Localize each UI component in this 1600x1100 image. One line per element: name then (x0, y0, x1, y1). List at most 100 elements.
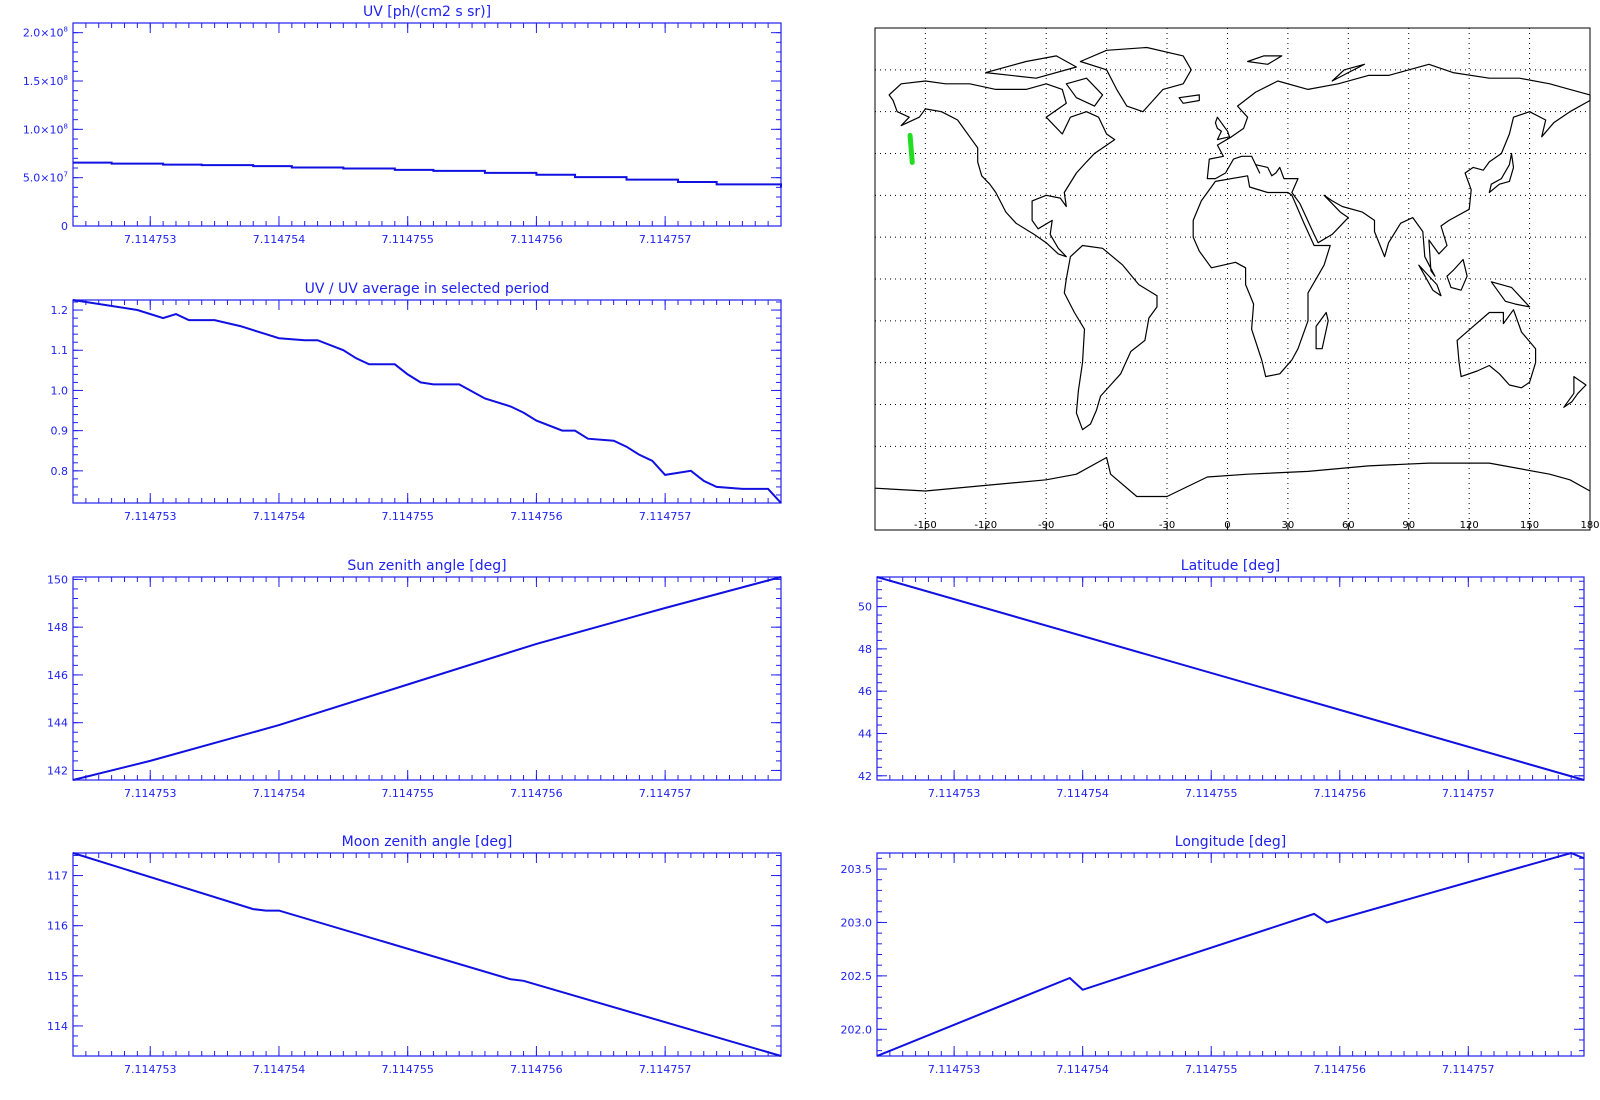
map-x-tick-label: -120 (974, 520, 997, 531)
x-tick-label: 7.114756 (510, 1063, 563, 1076)
map-x-tick-label: 180 (1580, 520, 1599, 531)
coastline-north-america (888, 80, 1116, 258)
series-line (73, 161, 782, 188)
x-tick-label: 7.114757 (1442, 1063, 1495, 1076)
x-tick-label: 7.114753 (124, 787, 177, 800)
series-line (72, 852, 782, 1057)
x-tick-label: 7.114753 (928, 787, 981, 800)
x-tick-label: 7.114755 (381, 1063, 434, 1076)
x-tick-label: 7.114755 (381, 510, 434, 523)
coastline-south-america (1063, 244, 1158, 431)
coastline-africa (1192, 175, 1331, 378)
x-tick-label: 7.114756 (510, 787, 563, 800)
chart-title: Moon zenith angle [deg] (342, 834, 513, 850)
coastline-australia (1456, 309, 1537, 389)
panel-uv: UV [ph/(cm2 s sr)] 7.114753 7.114754 7.1147… (23, 4, 782, 246)
chart-title: Sun zenith angle [deg] (347, 558, 506, 574)
y-tick-label: 42 (858, 770, 872, 783)
chart-title: UV [ph/(cm2 s sr)] (363, 4, 491, 20)
coastline-eurasia (1206, 63, 1591, 277)
y-tick-label: 117 (47, 870, 68, 883)
x-tick-label: 7.114757 (639, 233, 692, 246)
y-tick-mantissa: 5.0×10 (23, 172, 64, 185)
y-tick-label: 1.2 (51, 304, 69, 317)
x-tick-label: 7.114755 (381, 233, 434, 246)
y-tick-label: 48 (858, 643, 872, 656)
x-tick-label: 7.114756 (510, 233, 563, 246)
map-x-tick-label: 0 (1224, 520, 1230, 531)
x-tick-label: 7.114757 (1442, 787, 1495, 800)
x-tick-label: 7.114756 (1314, 787, 1367, 800)
plot-frame (876, 576, 1585, 781)
plot-frame (72, 576, 782, 781)
x-tick-label: 7.114755 (1185, 1063, 1238, 1076)
y-tick-label: 142 (47, 764, 68, 777)
map-x-tick-label: -90 (1038, 520, 1054, 531)
plot-frame (72, 299, 782, 504)
y-tick-label: 50 (858, 601, 872, 614)
y-tick-label: 114 (47, 1020, 68, 1033)
x-tick-label: 7.114757 (639, 510, 692, 523)
y-tick-label: 44 (858, 727, 872, 740)
y-tick-label: 144 (47, 717, 68, 730)
y-tick-label: 202.5 (841, 970, 873, 983)
panel-lon: Longitude [deg] 7.114753 7.114754 7.114755 7… (841, 834, 1585, 1076)
x-tick-label: 7.114754 (1056, 1063, 1109, 1076)
x-tick-label: 7.114754 (253, 787, 306, 800)
coastline-arctic-islands (985, 55, 1077, 79)
coastline-sumatra (1418, 264, 1442, 297)
y-tick-label: 203.5 (841, 863, 873, 876)
y-tick-label: 146 (47, 669, 68, 682)
x-tick-label: 7.114757 (639, 787, 692, 800)
coastline-antarctica (874, 456, 1591, 498)
y-tick-exponent: 8 (64, 26, 68, 34)
x-tick-label: 7.114755 (381, 787, 434, 800)
coastline-svalbard (1247, 55, 1283, 65)
x-tick-label: 7.114757 (639, 1063, 692, 1076)
map-x-tick-label: 90 (1402, 520, 1415, 531)
y-tick-mantissa: 2.0×10 (23, 27, 64, 40)
y-tick-label: 202.0 (841, 1023, 873, 1036)
y-tick-label: 116 (47, 920, 68, 933)
chart-title: UV / UV average in selected period (305, 281, 550, 297)
plot-frame (72, 22, 782, 227)
y-tick-label: 2.0×108 (23, 26, 68, 40)
map-frame (874, 27, 1591, 531)
coastline-new-zealand (1563, 376, 1587, 408)
map-x-tick-label: -60 (1098, 520, 1114, 531)
series-line (876, 576, 1585, 781)
coastline-madagascar (1315, 311, 1329, 350)
y-tick-label: 0.9 (51, 425, 69, 438)
map-x-tick-label: 30 (1282, 520, 1295, 531)
coastline-new-guinea (1490, 281, 1531, 308)
coastline-japan (1488, 152, 1515, 194)
series-line (72, 576, 782, 781)
satellite-track (907, 132, 915, 165)
y-tick-label: 0 (61, 220, 68, 233)
coastline-borneo (1446, 258, 1468, 291)
panel-lat: Latitude [deg] 7.114753 7.114754 7.114755 7.… (858, 558, 1585, 800)
panel-uv_ratio: UV / UV average in selected period 7.1147… (51, 281, 782, 523)
y-tick-mantissa: 1.5×10 (23, 75, 64, 88)
y-tick-exponent: 8 (64, 122, 68, 130)
x-tick-label: 7.114756 (510, 510, 563, 523)
y-tick-mantissa: 1.0×10 (23, 123, 64, 136)
x-tick-label: 7.114755 (1185, 787, 1238, 800)
chart-title: Longitude [deg] (1175, 834, 1286, 850)
panels: UV [ph/(cm2 s sr)] 7.114753 7.114754 7.1147… (23, 4, 1600, 1076)
plot-frame (72, 852, 782, 1057)
x-tick-label: 7.114753 (124, 510, 177, 523)
map-x-tick-label: 120 (1460, 520, 1479, 531)
x-tick-label: 7.114754 (253, 1063, 306, 1076)
coastline-novaya-zemlya (1331, 63, 1365, 82)
panel-map: -150 -120 -90 -60 -30 0 30 60 90 120 150 180 (874, 27, 1600, 531)
x-tick-label: 7.114754 (253, 233, 306, 246)
x-tick-label: 7.114753 (928, 1063, 981, 1076)
x-tick-label: 7.114754 (1056, 787, 1109, 800)
y-tick-exponent: 7 (64, 171, 68, 179)
y-tick-label: 46 (858, 685, 872, 698)
y-tick-label: 1.0×108 (23, 122, 68, 136)
y-tick-label: 1.5×108 (23, 74, 68, 88)
map-x-tick-label: -150 (914, 520, 937, 531)
series-line (876, 851, 1585, 1057)
